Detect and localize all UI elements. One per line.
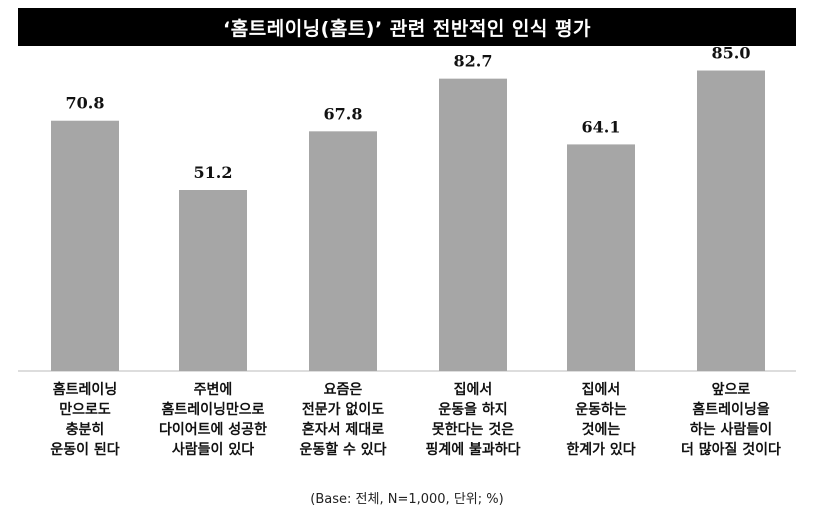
- data-label-3: 67.8: [324, 104, 363, 123]
- category-label-line: 홈트레이닝만으로: [161, 401, 264, 418]
- data-label-6: 85.0: [712, 44, 751, 63]
- category-label-line: 앞으로: [712, 382, 751, 398]
- category-label-line: 운동하는: [575, 401, 627, 418]
- data-label-5: 64.1: [582, 117, 621, 136]
- category-label-line: 다이어트에 성공한: [159, 421, 267, 438]
- category-label-line: 못한다는 것은: [432, 421, 514, 438]
- bar-2: [179, 190, 247, 371]
- bar-5: [567, 144, 635, 371]
- category-label-line: 핑계에 불과하다: [425, 441, 520, 458]
- category-label-line: 운동할 수 있다: [299, 441, 386, 458]
- category-label-line: 만으로도: [59, 402, 111, 418]
- category-label-line: 운동을 하지: [438, 401, 507, 418]
- data-label-1: 70.8: [66, 94, 105, 113]
- category-label-line: 운동이 된다: [50, 441, 119, 458]
- footnote: (Base: 전체, N=1,000, 단위; %): [310, 492, 504, 507]
- bar-6: [697, 70, 765, 372]
- category-label-line: 주변에: [194, 382, 233, 398]
- category-label-line: 홈트레이닝: [53, 381, 117, 398]
- bar-1: [51, 120, 119, 371]
- category-label-line: 요즘은: [324, 382, 363, 398]
- category-label-line: 더 많아질 것이다: [681, 441, 781, 458]
- category-label-line: 집에서: [582, 381, 621, 398]
- bar-4: [439, 78, 507, 371]
- chart-title: ‘홈트레이닝(홈트)’ 관련 전반적인 인식 평가: [18, 8, 796, 46]
- category-label-line: 집에서: [454, 381, 493, 398]
- category-label-line: 충분히: [66, 421, 105, 438]
- category-label-line: 사람들이 있다: [172, 441, 254, 458]
- category-label-line: 한계가 있다: [566, 442, 635, 458]
- category-label-line: 홈트레이닝을: [692, 401, 769, 418]
- data-label-4: 82.7: [454, 52, 493, 71]
- category-label-line: 것에는: [582, 421, 621, 438]
- bar-3: [309, 131, 377, 371]
- category-label-line: 전문가 없이도: [302, 401, 384, 418]
- data-label-2: 51.2: [194, 163, 233, 182]
- category-label-line: 하는 사람들이: [690, 421, 772, 438]
- category-label-line: 혼자서 제대로: [302, 421, 384, 438]
